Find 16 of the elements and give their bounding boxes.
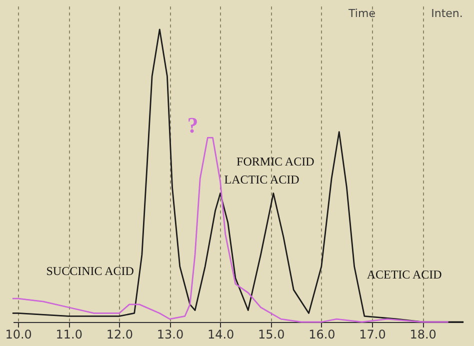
annotation: SUCCINIC ACID (46, 264, 134, 278)
x-tick-label: 16.0 (308, 328, 336, 342)
text: Time (348, 7, 376, 20)
annotation: ACETIC ACID (366, 268, 442, 282)
annotation: LACTIC ACID (224, 172, 300, 186)
x-tick-label: 18.0 (410, 328, 436, 342)
x-tick-label: 17.0 (359, 328, 386, 342)
x-tick-label: 13.0 (156, 328, 184, 342)
x-tick-label: 10.0 (5, 328, 32, 342)
x-tick-label: 15.0 (258, 328, 285, 342)
x-tick-label: 14.0 (207, 328, 234, 342)
x-tick-label: 12.0 (106, 328, 134, 342)
text: Inten. (431, 7, 463, 20)
x-tick-label: 11.0 (56, 328, 82, 342)
annotation: FORMIC ACID (236, 154, 315, 168)
annotation: ? (187, 112, 198, 138)
